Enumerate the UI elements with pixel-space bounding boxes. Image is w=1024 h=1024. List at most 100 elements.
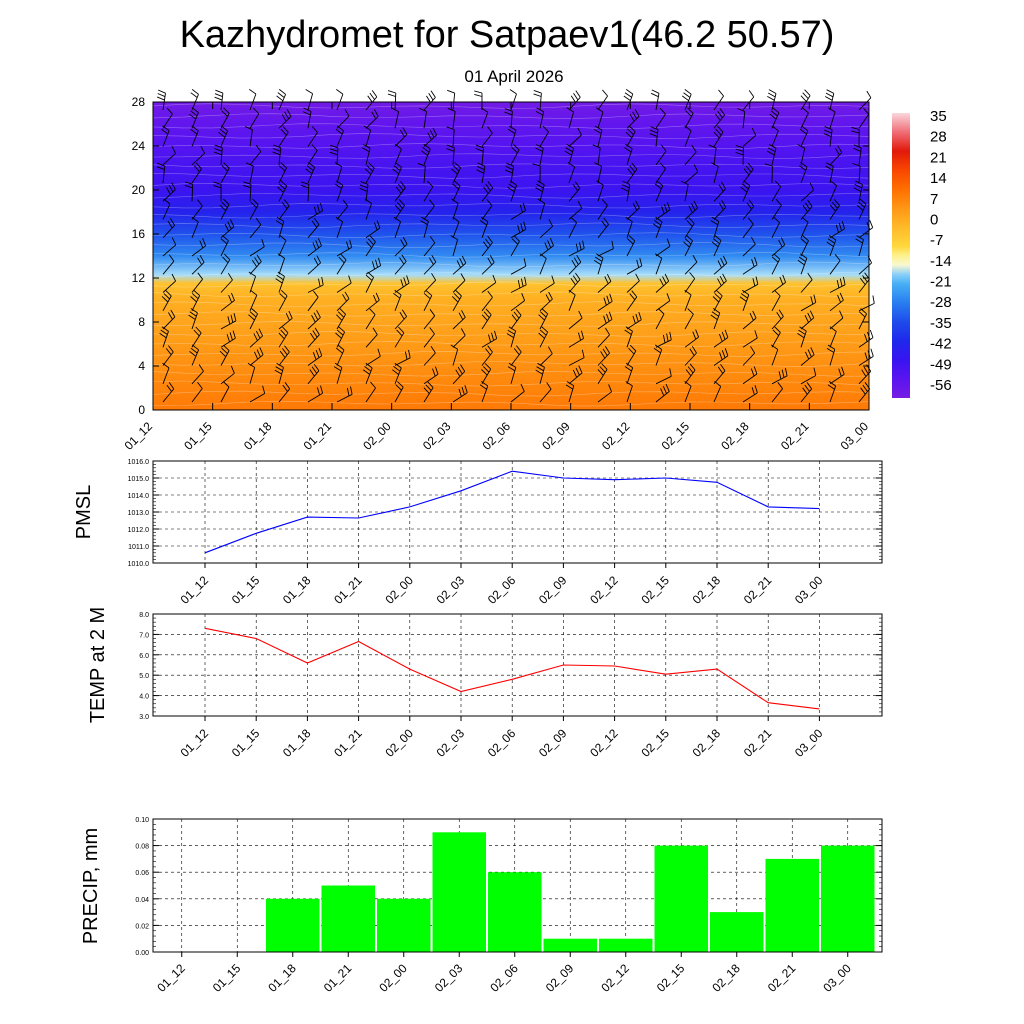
wind-barb [797, 253, 808, 275]
wind-barb [475, 144, 484, 165]
wind-barb [278, 289, 288, 312]
wind-barb [307, 290, 319, 312]
wind-barb [248, 271, 257, 293]
colorbar-label: -21 [930, 274, 952, 291]
wind-barb [655, 202, 671, 220]
wind-barb [510, 143, 520, 166]
wind-barb [335, 216, 344, 238]
wind-barb [684, 254, 698, 275]
wind-barb [220, 107, 230, 129]
wind-barb [191, 145, 205, 166]
wind-barb [799, 125, 809, 147]
wind-barb [249, 328, 264, 348]
wind-barb [365, 348, 381, 366]
wind-barb [364, 162, 375, 184]
wind-barb [423, 236, 436, 257]
wind-barb [423, 273, 437, 293]
wind-barb [535, 362, 545, 384]
wind-barb [826, 344, 836, 366]
isotherm [152, 133, 870, 139]
wind-barb [742, 385, 758, 403]
wind-barb [742, 90, 755, 111]
wind-barb [711, 235, 722, 257]
isotherm [152, 380, 870, 387]
wind-barb [249, 107, 260, 129]
x-tick-label: 01_18 [265, 961, 299, 995]
wind-barb [713, 125, 724, 147]
x-tick-label: 02_00 [360, 419, 394, 453]
wind-barb [421, 143, 431, 165]
wind-barb [800, 367, 817, 385]
wind-barb [162, 309, 176, 330]
isotherm [152, 361, 870, 367]
wind-barb [481, 308, 492, 330]
wind-barb [539, 125, 549, 147]
wind-barb [446, 144, 455, 165]
colorbar-label: 0 [930, 211, 938, 228]
x-tick-label: 02_15 [659, 419, 693, 453]
wind-barb [162, 182, 176, 202]
wind-barb [394, 254, 407, 275]
wind-barb [362, 362, 373, 384]
wind-barb [365, 292, 380, 312]
wind-barb [800, 382, 813, 403]
wind-barb [220, 253, 231, 275]
wind-barb [713, 273, 727, 293]
wind-barb [307, 126, 318, 147]
wind-barb [684, 329, 700, 348]
page-subtitle: 01 April 2026 [464, 67, 563, 86]
y-tick-label: 4.0 [139, 694, 149, 701]
wind-barb [654, 180, 664, 202]
wind-barb [359, 180, 369, 202]
wind-barb [764, 163, 773, 184]
y-tick-label: 1013.0 [128, 510, 150, 517]
wind-barb [249, 144, 262, 166]
wind-barb [597, 240, 614, 257]
wind-barb [800, 310, 815, 330]
wind-barb [771, 253, 781, 275]
wind-barb [418, 107, 427, 129]
wind-barb [162, 218, 175, 239]
x-tick-label: 01_15 [229, 726, 263, 760]
isotherm [152, 271, 870, 278]
wind-barb [771, 326, 781, 348]
wind-barb [680, 180, 689, 202]
wind-barb [713, 348, 729, 366]
wind-barb [770, 344, 779, 366]
wind-barb [243, 181, 252, 202]
wind-barb [858, 382, 871, 403]
wind-barb [829, 221, 845, 239]
isotherm [152, 192, 870, 199]
wind-barb [655, 308, 665, 330]
wind-barb [452, 273, 466, 293]
wind-barb [162, 145, 176, 166]
y-tick-label: 0.06 [135, 870, 149, 877]
wind-barb [713, 255, 728, 275]
y-tick-label: 4 [138, 359, 145, 373]
wind-barb [394, 309, 407, 330]
wind-barb [800, 89, 811, 111]
wind-barb [446, 126, 455, 147]
wind-barb [394, 127, 408, 147]
wind-barb [684, 164, 699, 184]
panel-frame [152, 613, 883, 717]
wind-barb [394, 275, 410, 293]
wind-barb [307, 347, 323, 366]
wind-barb [655, 273, 670, 293]
wind-barb [510, 221, 527, 239]
wind-barb [481, 290, 493, 312]
wind-barb [504, 108, 513, 129]
x-tick-label: 02_21 [778, 419, 812, 453]
x-tick-label: 02_03 [434, 726, 468, 760]
wind-barb [481, 274, 497, 293]
x-tick-label: 02_09 [539, 419, 573, 453]
wind-barb [742, 162, 754, 184]
colorbar-label: -28 [930, 294, 952, 311]
wind-barb [184, 181, 194, 202]
wind-barb [278, 382, 291, 403]
x-tick-label: 02_15 [654, 961, 688, 995]
wind-barb [336, 386, 353, 403]
wind-barb [742, 366, 758, 385]
y-tick-label: 24 [132, 139, 146, 153]
wind-barb [655, 162, 666, 184]
